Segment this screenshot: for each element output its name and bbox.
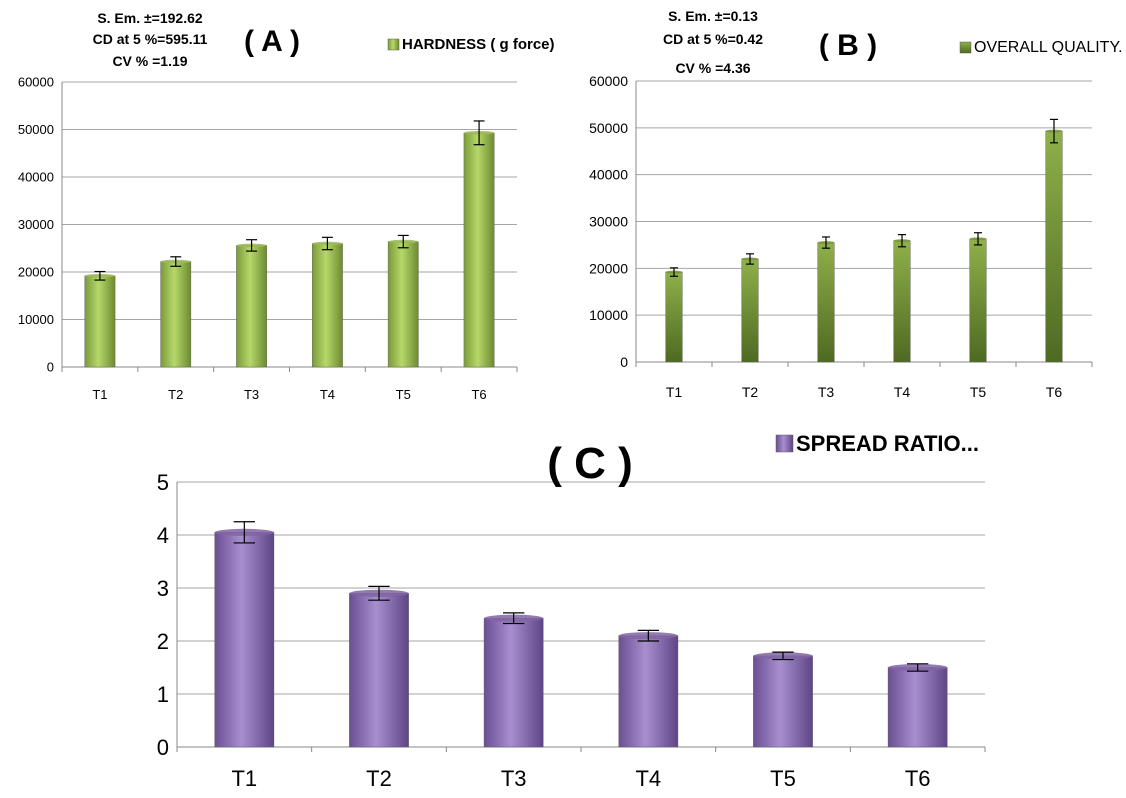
chart-b-x-tick-label: T3 (818, 384, 835, 400)
chart-a-bar (387, 241, 419, 368)
chart-b-bar (741, 258, 759, 363)
chart-a-stat-line: CD at 5 %=595.11 (93, 31, 208, 47)
chart-b-stat-line: CD at 5 %=0.42 (663, 31, 763, 47)
chart-a-y-tick-label: 10000 (18, 312, 54, 327)
chart-c-bar (887, 667, 948, 748)
chart-b-bar (969, 238, 987, 363)
chart-c-y-tick-label: 0 (157, 735, 169, 760)
chart-b-y-tick-label: 60000 (589, 73, 628, 89)
chart-a-y-tick-label: 0 (47, 360, 54, 375)
chart-b-y-tick-label: 10000 (589, 307, 628, 323)
chart-b-x-tick-label: T5 (970, 384, 987, 400)
chart-c-x-tick-label: T6 (905, 766, 931, 791)
chart-a-bar (463, 132, 495, 368)
chart-a-x-tick-label: T6 (471, 387, 486, 402)
chart-b-stat-line: CV % =4.36 (675, 60, 750, 76)
chart-b-y-tick-label: 20000 (589, 260, 628, 276)
chart-a-y-tick-label: 60000 (18, 75, 54, 90)
chart-c-x-tick-label: T1 (231, 766, 257, 791)
chart-c-panel-label: ( C ) (547, 439, 633, 488)
chart-a-x-tick-label: T4 (320, 387, 335, 402)
chart-b-y-tick-label: 30000 (589, 214, 628, 230)
chart-a-y-tick-label: 50000 (18, 122, 54, 137)
chart-b-y-tick-label: 0 (620, 354, 628, 370)
chart-b-x-tick-label: T4 (894, 384, 911, 400)
chart-c-x-tick-label: T2 (366, 766, 392, 791)
chart-b-bar (817, 242, 835, 363)
chart-a-y-tick-label: 40000 (18, 170, 54, 185)
chart-c-y-tick-label: 2 (157, 629, 169, 654)
chart-a-y-tick-label: 30000 (18, 217, 54, 232)
chart-b-panel-label: ( B ) (819, 29, 877, 62)
chart-c-bar (618, 635, 679, 748)
chart-a-bar (312, 243, 343, 368)
chart-c-y-tick-label: 1 (157, 682, 169, 707)
chart-c-x-tick-label: T5 (770, 766, 796, 791)
chart-c-x-tick-label: T4 (635, 766, 661, 791)
chart-a-legend-label: HARDNESS ( g force) (402, 36, 555, 53)
chart-c-bar (753, 655, 813, 748)
chart-b-stat-line: S. Em. ±=0.13 (668, 8, 758, 24)
chart-c-y-tick-label: 3 (157, 576, 169, 601)
chart-c-bar (349, 593, 409, 748)
chart-a-x-tick-label: T1 (92, 387, 107, 402)
chart-b-bar (893, 240, 911, 363)
chart-c-y-tick-label: 4 (157, 523, 169, 548)
chart-b-y-tick-label: 50000 (589, 120, 628, 136)
chart-a-x-tick-label: T2 (168, 387, 183, 402)
chart-b-y-tick-label: 40000 (589, 167, 628, 183)
chart-b-x-tick-label: T2 (742, 384, 759, 400)
chart-a-bar (84, 275, 116, 368)
chart-a-x-tick-label: T3 (244, 387, 259, 402)
chart-a-stat-line: S. Em. ±=192.62 (97, 10, 203, 26)
chart-b-bar (665, 271, 683, 363)
chart-a-legend-swatch (387, 38, 400, 51)
chart-a-bar (236, 245, 267, 368)
chart-c-legend-label: SPREAD RATIO... (796, 431, 979, 456)
chart-b-x-tick-label: T1 (666, 384, 683, 400)
chart-b-bar (1045, 130, 1063, 363)
chart-a-y-tick-label: 20000 (18, 265, 54, 280)
chart-a-stat-line: CV % =1.19 (112, 53, 187, 69)
chart-c-bar (214, 532, 275, 748)
chart-b-x-tick-label: T6 (1046, 384, 1063, 400)
chart-c-y-tick-label: 5 (157, 470, 169, 495)
chart-c-legend-swatch (775, 434, 794, 453)
chart-a-x-tick-label: T5 (396, 387, 411, 402)
chart-b-legend-swatch (959, 41, 972, 54)
chart-c-x-tick-label: T3 (501, 766, 527, 791)
chart-c-bar (483, 618, 544, 748)
chart-a-bar (160, 261, 192, 368)
chart-a-panel-label: ( A ) (244, 25, 300, 58)
chart-b-legend-label: OVERALL QUALITY. (974, 39, 1123, 56)
